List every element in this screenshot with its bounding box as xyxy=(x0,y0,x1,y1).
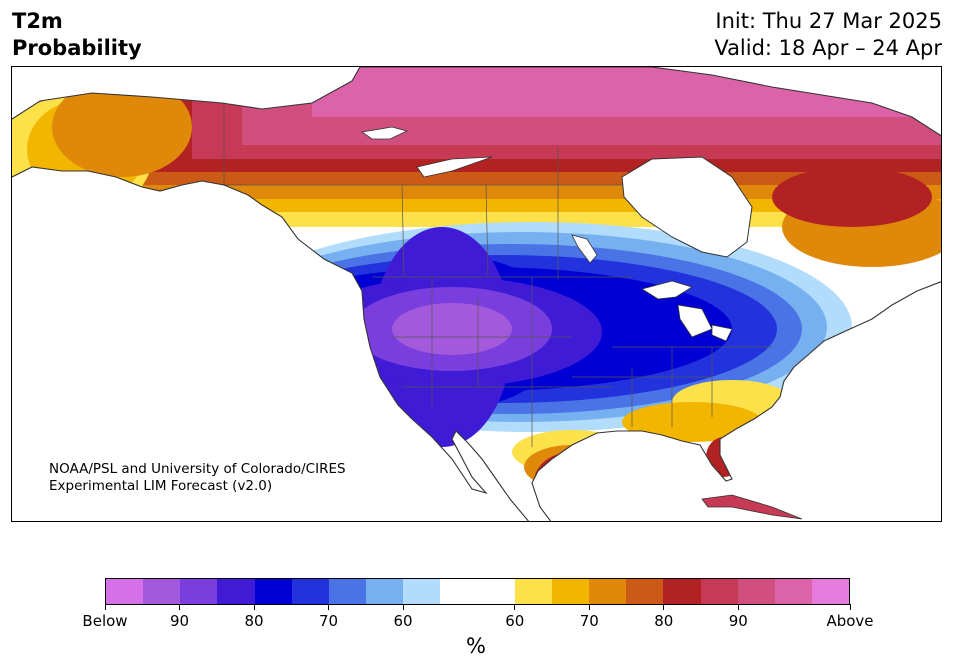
colorbar-unit: % xyxy=(466,634,486,658)
colorbar-tick xyxy=(253,604,255,610)
colorbar-segment xyxy=(589,579,627,604)
colorbar-tick xyxy=(179,604,180,610)
colorbar-tick xyxy=(849,604,851,610)
colorbar-segment xyxy=(663,579,701,604)
colorbar-segment xyxy=(551,579,590,604)
colorbar-segment xyxy=(440,579,478,604)
colorbar-segment xyxy=(143,579,181,604)
colorbar-tick-label: 80 xyxy=(654,612,674,630)
credit-model: Experimental LIM Forecast (v2.0) xyxy=(49,478,273,494)
colorbar xyxy=(105,578,850,605)
colorbar-tick xyxy=(663,604,665,610)
colorbar-segment xyxy=(811,579,850,604)
colorbar-segment xyxy=(774,579,812,604)
colorbar-segment xyxy=(180,579,218,604)
colorbar-tick-label: 60 xyxy=(505,612,525,630)
colorbar-tick xyxy=(402,604,404,610)
colorbar-tick xyxy=(328,604,329,610)
colorbar-segment xyxy=(477,579,515,604)
forecast-dates: Init: Thu 27 Mar 2025 Valid: 18 Apr – 24… xyxy=(714,8,942,62)
colorbar-tick-label: 90 xyxy=(728,612,748,630)
init-date: Init: Thu 27 Mar 2025 xyxy=(715,9,942,33)
colorbar-segment xyxy=(291,579,329,604)
map-title: T2m Probability xyxy=(12,8,142,62)
colorbar-segment xyxy=(700,579,738,604)
colorbar-segment xyxy=(366,579,404,604)
colorbar-segment xyxy=(737,579,775,604)
colorbar-tick-label: Below xyxy=(82,612,128,630)
hudson-bay xyxy=(621,156,753,258)
colorbar-segment xyxy=(328,579,367,604)
lakes xyxy=(360,126,733,342)
valid-range: Valid: 18 Apr – 24 Apr xyxy=(714,36,942,60)
colorbar-segment xyxy=(403,579,441,604)
colorbar-tick xyxy=(514,604,516,610)
title-variable: T2m xyxy=(12,9,63,33)
colorbar-tick-label: 70 xyxy=(318,612,339,630)
map-panel xyxy=(11,66,942,522)
colorbar-tick-label: 70 xyxy=(579,612,599,630)
colorbar-segment xyxy=(254,579,292,604)
political-boundaries xyxy=(223,103,772,447)
map-credit: NOAA/PSL and University of Colorado/CIRE… xyxy=(49,461,346,495)
colorbar-tick-label: Above xyxy=(826,612,874,630)
cuba-island xyxy=(701,494,803,520)
colorbar-tick-label: 80 xyxy=(244,612,264,630)
probability-map xyxy=(12,67,941,521)
colorbar-tick xyxy=(104,604,106,610)
title-type: Probability xyxy=(12,36,142,60)
colorbar-segment xyxy=(626,579,664,604)
colorbar-segment xyxy=(106,579,144,604)
colorbar-tick xyxy=(737,604,739,610)
colorbar-tick-label: 60 xyxy=(393,612,413,630)
credit-institution: NOAA/PSL and University of Colorado/CIRE… xyxy=(49,461,346,477)
colorbar-segment xyxy=(217,579,255,604)
colorbar-tick-label: 90 xyxy=(169,612,190,630)
colorbar-segment xyxy=(514,579,552,604)
coastline xyxy=(12,67,941,521)
colorbar-tick xyxy=(588,604,590,610)
